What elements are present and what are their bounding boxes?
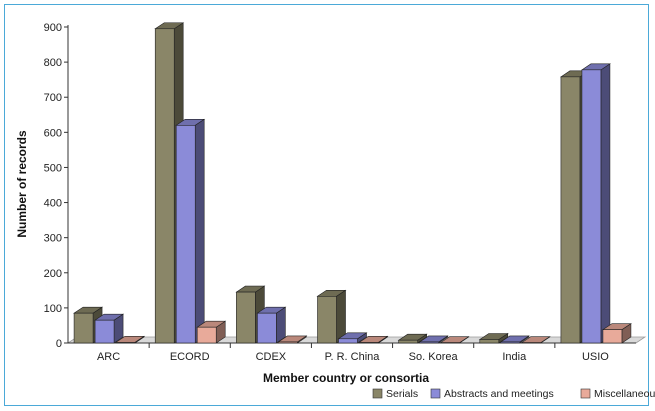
bar-miscellaneous-cdex [277, 335, 308, 344]
x-axis: ARC ECORD CDEX P. R. China So. Korea India USI… [97, 343, 609, 363]
bar-miscellaneous-usio [601, 323, 632, 344]
legend-item: Serials [372, 388, 418, 400]
x-axis-title: Member country or consortia [263, 371, 429, 385]
y-tick-label: 600 [44, 127, 62, 139]
legend-swatch [430, 388, 441, 399]
legend-swatch [580, 388, 591, 399]
y-tick-label: 500 [44, 162, 62, 174]
bars [73, 22, 632, 344]
chart-frame [4, 4, 649, 406]
legend-swatch [372, 388, 383, 399]
bar-abstracts-and-meetings-arc [94, 313, 125, 344]
bar-miscellaneous-india [520, 336, 551, 344]
legend-item: Miscellaneous [580, 388, 655, 400]
y-tick-label: 700 [44, 92, 62, 104]
bar-abstracts-and-meetings-p-r-china [337, 332, 368, 344]
y-axis-title: Number of records [15, 130, 29, 238]
bar-miscellaneous-ecord [196, 320, 227, 344]
bar-miscellaneous-so-korea [439, 336, 470, 344]
bar-abstracts-and-meetings-usio [580, 63, 611, 344]
legend-label: Abstracts and meetings [444, 388, 554, 400]
x-tick-label: ECORD [170, 351, 210, 363]
x-tick-label: USIO [582, 351, 609, 363]
bar-miscellaneous-arc [115, 335, 146, 344]
legend-label: Miscellaneous [594, 388, 655, 400]
y-tick-label: 800 [44, 57, 62, 69]
bar-abstracts-and-meetings-india [499, 335, 530, 344]
y-tick-label: 900 [44, 22, 62, 34]
legend-label: Serials [386, 388, 418, 400]
y-tick-label: 100 [44, 303, 62, 315]
y-tick-label: 400 [44, 198, 62, 210]
y-tick-label: 0 [56, 338, 62, 350]
y-tick-label: 300 [44, 233, 62, 245]
x-tick-label: India [502, 351, 527, 363]
bar-serials-p-r-china [316, 289, 347, 344]
x-tick-label: CDEX [256, 351, 287, 363]
y-tick-label: 200 [44, 268, 62, 280]
x-tick-label: P. R. China [325, 351, 381, 363]
bar-serials-india [478, 332, 509, 344]
bar-abstracts-and-meetings-so-korea [418, 335, 449, 344]
legend: Serials Abstracts and meetings Miscellaneo… [372, 388, 655, 400]
bar-abstracts-and-meetings-cdex [256, 306, 287, 344]
bar-abstracts-and-meetings-ecord [175, 118, 206, 344]
x-tick-label: So. Korea [409, 351, 459, 363]
x-tick-label: ARC [97, 351, 120, 363]
legend-item: Abstracts and meetings [430, 388, 554, 400]
bar-miscellaneous-p-r-china [358, 335, 389, 344]
bar-serials-so-korea [397, 333, 428, 344]
